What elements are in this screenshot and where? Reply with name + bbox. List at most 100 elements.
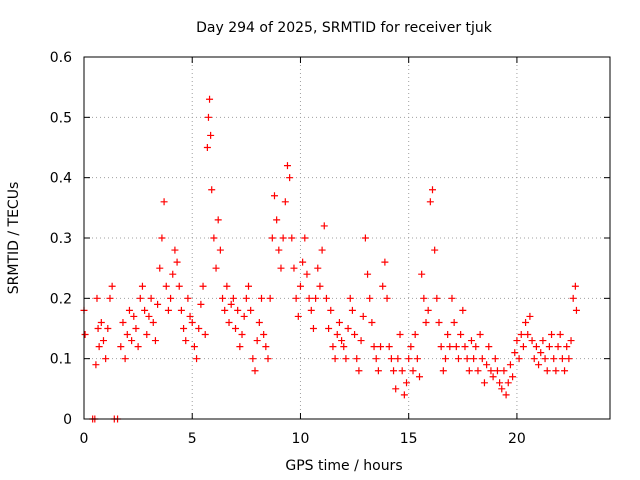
data-point [433,294,441,302]
data-point [294,312,302,320]
data-point [158,234,166,242]
data-point [214,216,222,224]
data-point [193,355,201,363]
data-point [184,294,192,302]
data-point [361,234,369,242]
data-point [288,234,296,242]
data-point [444,331,452,339]
y-tick-label: 0.1 [50,352,72,368]
data-point [493,367,501,375]
data-point [167,294,175,302]
data-point [203,144,211,151]
data-point [201,331,209,339]
data-point [572,306,580,314]
chart-title: Day 294 of 2025, SRMTID for receiver tju… [196,20,493,36]
data-point [383,294,391,302]
data-point [467,337,475,345]
data-point [392,385,400,393]
data-point [104,325,112,332]
data-point [186,312,194,320]
data-point [390,367,398,375]
data-point [374,367,382,375]
data-point [108,282,116,290]
data-point [221,306,229,314]
data-point [197,300,205,308]
data-point [314,264,322,272]
data-point [426,198,434,206]
data-point [117,343,125,351]
data-point [530,355,538,363]
data-point [162,282,170,290]
data-point [207,131,215,139]
data-point [136,294,144,302]
data-point [387,355,395,363]
data-point [279,234,287,242]
data-point [249,355,257,363]
data-point [121,355,129,363]
data-point [405,355,413,363]
x-tick-label: 15 [400,431,418,447]
data-point [151,337,159,345]
data-point [485,343,493,351]
data-point [309,325,317,332]
data-point [370,343,378,351]
data-point [173,258,181,266]
data-point [190,343,198,351]
data-point [459,306,467,314]
x-axis-label: GPS time / hours [285,458,402,474]
data-point [515,355,523,363]
data-point [177,306,185,314]
data-point [264,355,272,363]
data-point [141,306,149,314]
data-point [251,367,259,375]
data-point [441,355,449,363]
data-point [134,343,142,351]
data-point [346,294,354,302]
data-point [411,331,419,339]
data-point [400,391,408,399]
data-point [236,343,244,351]
data-point [81,331,89,339]
data-point [385,343,393,351]
data-point [240,312,248,320]
y-tick-label: 0.3 [50,231,72,247]
data-point [160,198,168,206]
data-point [277,264,285,272]
data-point [548,331,556,339]
data-point [446,343,454,351]
data-point [554,343,562,351]
data-point [379,282,387,290]
data-point [424,306,432,314]
data-point [377,343,385,351]
data-point [296,282,304,290]
data-point [450,318,458,326]
data-point [461,343,469,351]
data-point [524,331,532,339]
data-point [216,246,224,254]
data-point [472,343,480,351]
data-point [219,294,227,302]
data-point [320,222,328,230]
data-point [245,282,253,290]
y-tick-label: 0.4 [50,171,72,187]
data-point [416,373,424,381]
data-point [335,318,343,326]
data-point [448,294,456,302]
data-point [143,331,151,339]
data-point [138,282,146,290]
data-point [329,343,337,351]
data-point [543,367,551,375]
grid [84,57,610,419]
data-point [223,282,231,290]
x-tick-label: 5 [188,431,197,447]
data-point [266,294,274,302]
data-point [506,361,514,369]
data-point [567,337,575,345]
data-point [342,355,350,363]
data-point [474,367,482,375]
data-point [333,331,341,339]
data-point [255,318,263,326]
data-point [368,318,376,326]
data-point [355,367,363,375]
data-point [357,337,365,345]
